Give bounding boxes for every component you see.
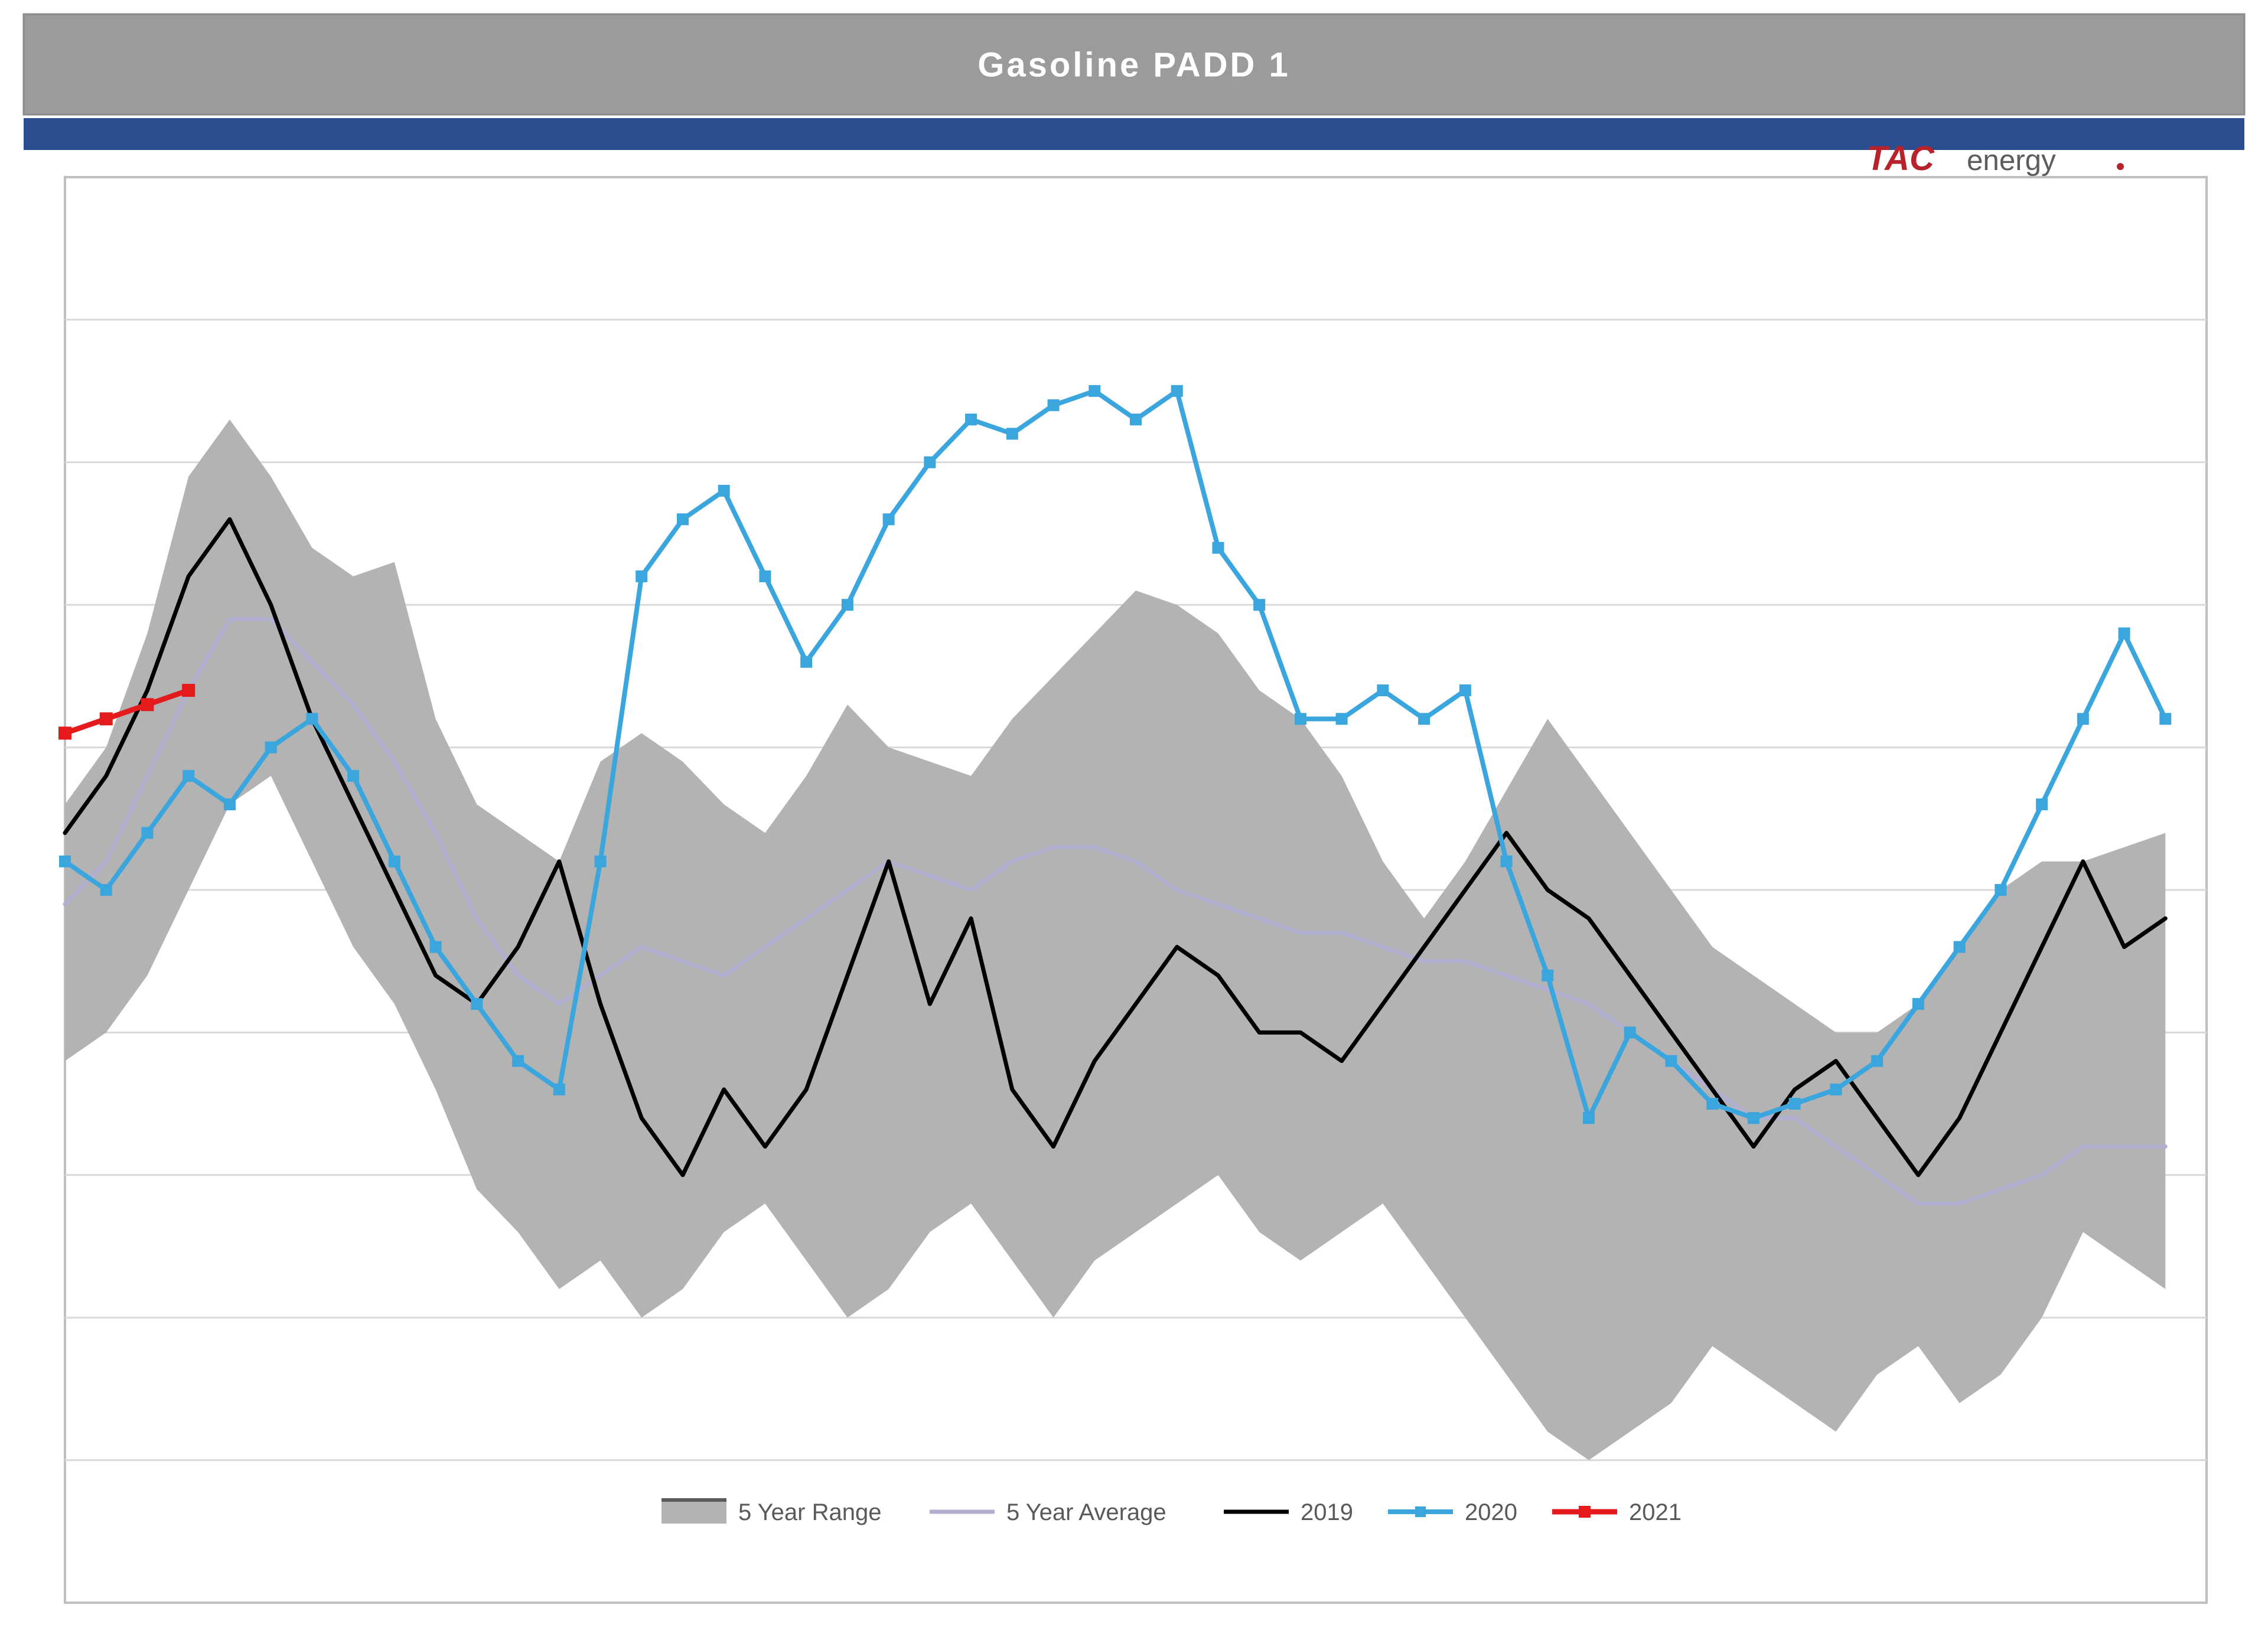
marker xyxy=(924,457,935,468)
marker xyxy=(760,571,770,582)
marker xyxy=(1542,970,1553,981)
chart-container: Gasoline PADD 1 TAC energy 5 Year Range 5 Ye… xyxy=(0,0,2268,1647)
brand-text-red: TAC xyxy=(1866,139,1935,178)
chart-title: Gasoline PADD 1 xyxy=(977,45,1291,84)
marker xyxy=(2036,799,2047,810)
legend-label: 2019 xyxy=(1301,1499,1353,1525)
marker xyxy=(142,827,152,838)
legend-swatch-2020-marker xyxy=(1415,1506,1426,1517)
marker xyxy=(554,1084,565,1095)
marker xyxy=(224,799,235,810)
marker xyxy=(1007,429,1018,439)
marker xyxy=(1707,1098,1718,1109)
marker xyxy=(1501,856,1512,867)
marker xyxy=(1666,1056,1677,1067)
brand-text-gray: energy xyxy=(1967,144,2056,177)
marker xyxy=(1748,1113,1759,1123)
legend-swatch-2021-marker xyxy=(1579,1506,1591,1518)
marker xyxy=(595,856,606,867)
marker xyxy=(1377,685,1388,696)
marker xyxy=(1337,713,1347,724)
marker xyxy=(307,713,317,724)
marker xyxy=(183,684,194,696)
marker xyxy=(1954,942,1965,953)
marker xyxy=(471,999,482,1009)
chart-svg: Gasoline PADD 1 TAC energy 5 Year Range 5 Ye… xyxy=(0,0,2268,1647)
marker xyxy=(1830,1084,1841,1095)
marker xyxy=(636,571,647,582)
marker xyxy=(101,885,112,895)
marker xyxy=(1254,599,1265,610)
marker xyxy=(1172,386,1182,396)
marker xyxy=(183,771,194,781)
marker xyxy=(1790,1098,1800,1109)
legend-label: 5 Year Average xyxy=(1006,1499,1166,1525)
marker xyxy=(677,514,688,524)
legend-label: 2021 xyxy=(1629,1499,1682,1525)
marker xyxy=(100,713,112,725)
marker xyxy=(266,742,276,753)
marker xyxy=(1460,685,1471,696)
marker xyxy=(1089,386,1100,396)
marker xyxy=(719,485,729,496)
brand-dot-icon xyxy=(2117,163,2124,170)
marker xyxy=(966,414,976,425)
marker xyxy=(1130,414,1141,425)
marker xyxy=(1213,543,1223,553)
marker xyxy=(389,856,400,867)
marker xyxy=(60,856,70,867)
marker xyxy=(1048,400,1059,410)
marker xyxy=(59,727,71,739)
marker xyxy=(884,514,894,524)
marker xyxy=(2078,713,2088,724)
legend-swatch-range xyxy=(662,1500,726,1524)
marker xyxy=(431,942,441,953)
marker xyxy=(1583,1113,1594,1123)
marker xyxy=(2119,628,2130,638)
legend-label: 5 Year Range xyxy=(738,1499,881,1525)
marker xyxy=(348,771,359,781)
marker xyxy=(141,699,153,710)
marker xyxy=(1625,1027,1635,1038)
marker xyxy=(1995,885,2006,895)
marker xyxy=(1872,1056,1882,1067)
marker xyxy=(1419,713,1429,724)
marker xyxy=(1913,999,1924,1009)
marker xyxy=(1295,713,1306,724)
marker xyxy=(2160,713,2171,724)
legend-label: 2020 xyxy=(1465,1499,1517,1525)
marker xyxy=(513,1056,523,1067)
marker xyxy=(842,599,853,610)
marker xyxy=(801,657,812,667)
